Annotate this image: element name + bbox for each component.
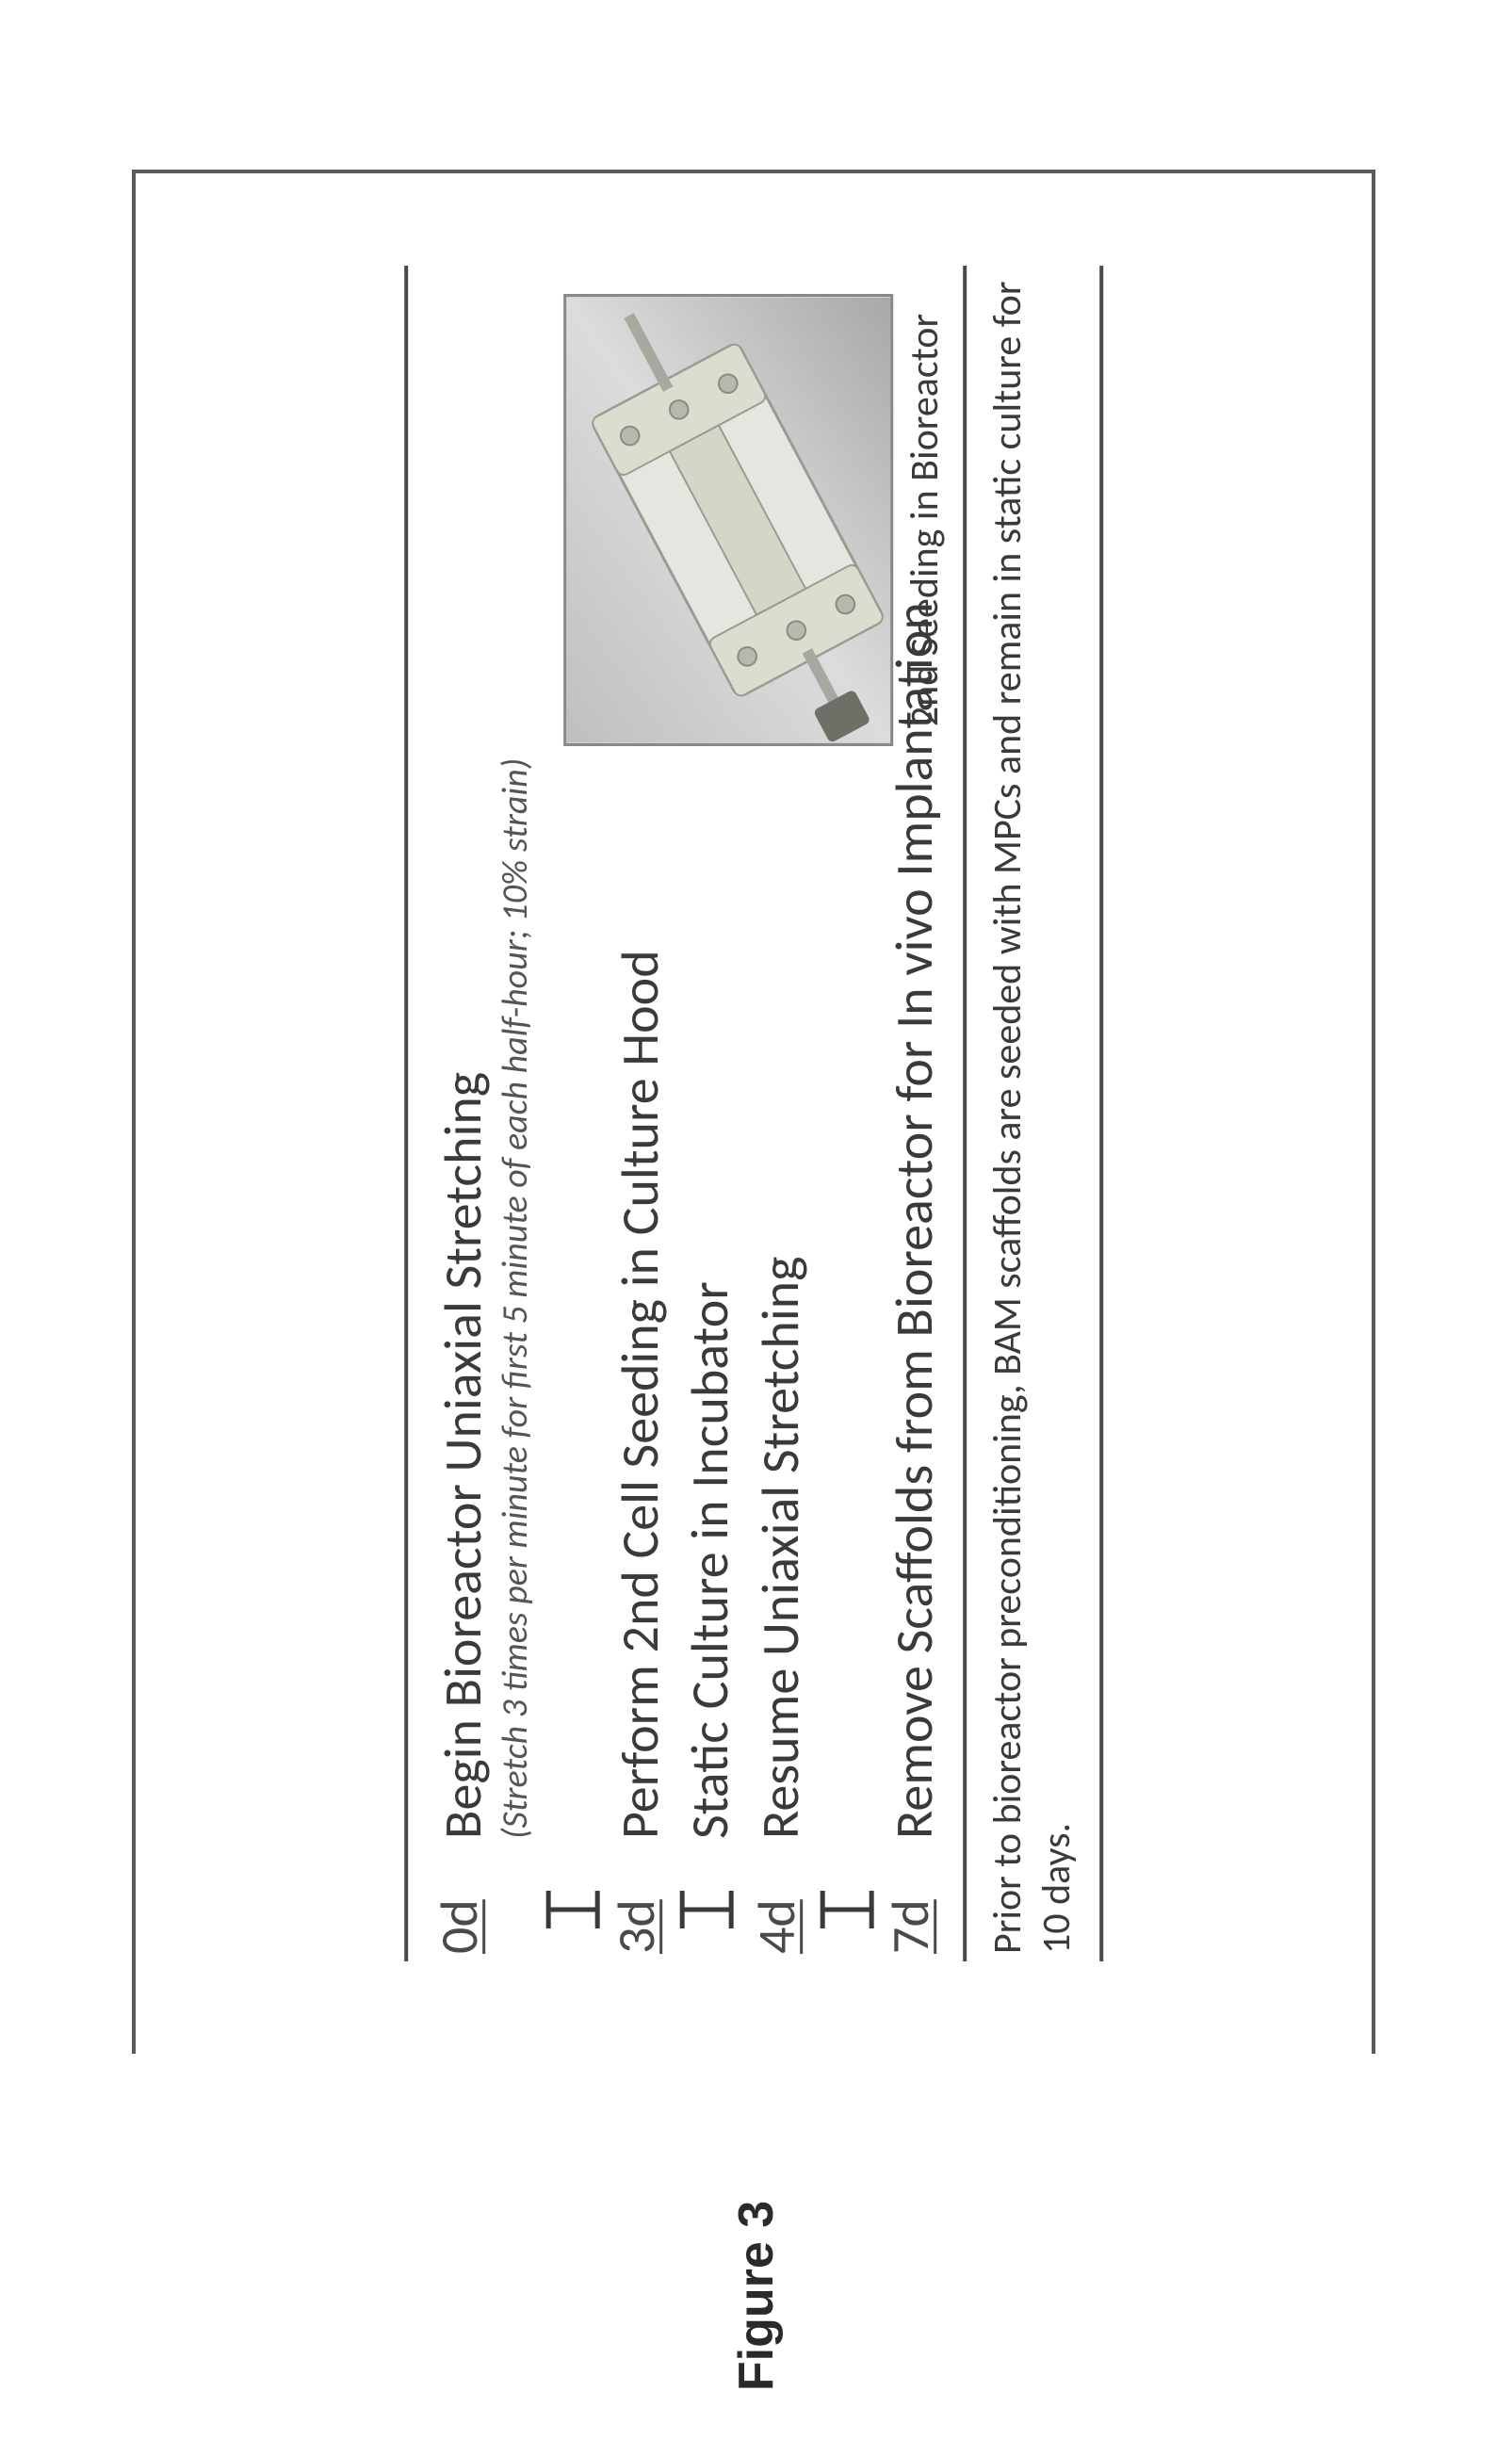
timeline: 0d Begin Bioreactor Uniaxial Stretching … [431,266,946,1961]
timeline-row-3d: 3d Perform 2nd Cell Seeding in Culture H… [609,266,671,1961]
event-text: Perform 2nd Cell Seeding in Culture Hood [609,950,671,1839]
timeline-row-7d: 7d Remove Scaffolds from Bioreactor for … [883,266,945,1961]
timeline-panel: 2nd Seeding in Bioreactor 0d Begin Biore… [404,266,1103,1961]
event-text: Begin Bioreactor Uniaxial Stretching (St… [431,758,537,1839]
footnote: Prior to bioreactor preconditioning, BAM… [963,266,1090,1961]
event-title: Perform 2nd Cell Seeding in Culture Hood [609,950,673,1839]
event-subtitle: (Stretch 3 times per minute for first 5 … [496,758,538,1839]
event-title: Remove Scaffolds from Bioreactor for In … [883,602,947,1839]
timeline-row-0d: 0d Begin Bioreactor Uniaxial Stretching … [431,266,537,1961]
interval-marker [545,266,601,1961]
content-box: 2nd Seeding in Bioreactor 0d Begin Biore… [404,266,1103,1961]
timeline-row-4d: 4d Resume Uniaxial Stretching [749,266,811,1961]
figure-label: Figure 3 [728,2201,785,2391]
event-text: Remove Scaffolds from Bioreactor for In … [883,602,945,1839]
day-label: 4d [749,1839,807,1961]
day-label: 0d [431,1839,490,1961]
event-title: Resume Uniaxial Stretching [749,1257,813,1839]
day-label: 3d [609,1839,667,1961]
page-frame: 2nd Seeding in Bioreactor 0d Begin Biore… [132,170,1375,2054]
event-title: Begin Bioreactor Uniaxial Stretching [431,1072,496,1839]
interval-marker [819,266,875,1961]
day-label: 7d [883,1839,941,1961]
interval-marker [679,266,736,1961]
rotated-content: 2nd Seeding in Bioreactor 0d Begin Biore… [404,266,1103,1961]
event-text: Resume Uniaxial Stretching [749,1257,811,1839]
